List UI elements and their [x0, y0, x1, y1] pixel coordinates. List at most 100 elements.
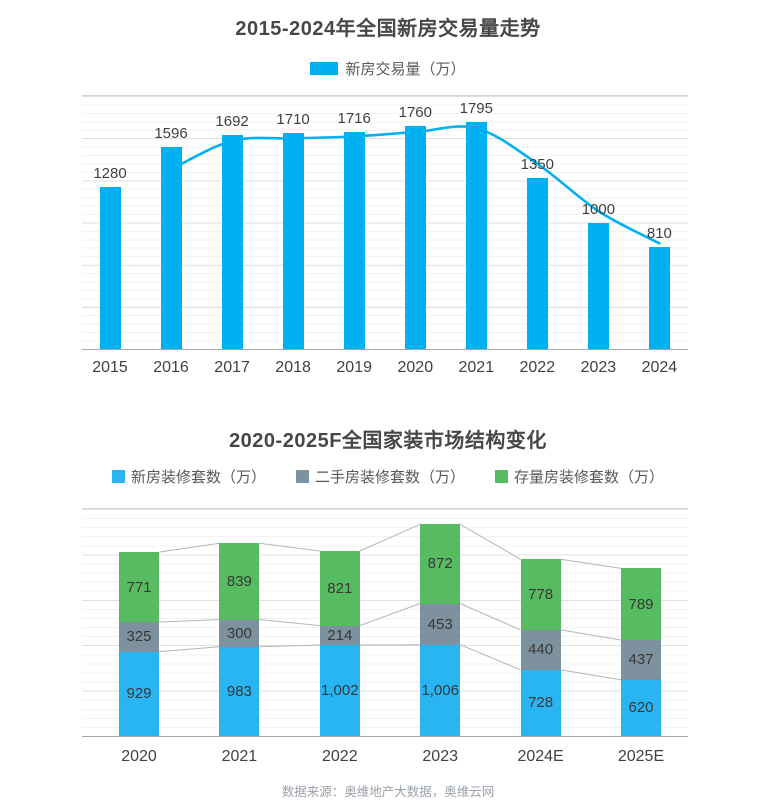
segment-value-label: 983 — [226, 682, 252, 700]
chart2-bar-2024E-segment-new-home: 728 — [520, 669, 561, 736]
chart2-bar-2025E-segment-existing-home: 789 — [621, 568, 661, 640]
chart1-tick-2024: 2024 — [641, 359, 678, 376]
segment-value-label: 437 — [628, 651, 654, 669]
chart1-bar-2022 — [526, 178, 548, 349]
chart1-bar-2024 — [648, 246, 670, 349]
chart1-bar-2020 — [404, 126, 426, 349]
chart1-title: 2015-2024年全国新房交易量走势 — [235, 18, 541, 40]
chart2-legend-swatch-new-home — [111, 470, 125, 483]
segment-value-label: 300 — [226, 624, 252, 642]
connector-line — [560, 669, 622, 681]
chart1-tick-2018: 2018 — [275, 359, 311, 376]
chart1-tick-2021: 2021 — [458, 359, 495, 376]
segment-value-label: 771 — [126, 578, 152, 596]
chart2-legend: 新房装修套数（万） 二手房装修套数（万） 存量房装修套数（万） — [0, 466, 776, 487]
chart1-legend-swatch — [310, 62, 339, 75]
chart2-tick-2024E: 2024E — [517, 748, 564, 765]
chart2-bar-2022-segment-secondhand-home: 214 — [319, 625, 360, 645]
chart1-bar-2023 — [587, 222, 609, 349]
connector-line — [259, 542, 320, 552]
chart2-bar-2021-segment-new-home: 983 — [219, 646, 260, 736]
chart1-value-label-2018: 1710 — [276, 110, 310, 128]
chart1-value-label-2016: 1596 — [154, 125, 188, 143]
segment-value-label: 839 — [226, 572, 252, 590]
chart2-bar-2025E-segment-secondhand-home: 437 — [621, 640, 661, 680]
chart2-bar-2020-segment-secondhand-home: 325 — [119, 622, 159, 652]
segment-value-label: 1,002 — [321, 682, 359, 699]
chart1-value-label-2017: 1692 — [215, 113, 249, 130]
segment-value-label: 440 — [528, 641, 554, 659]
chart1-value-label-2020: 1760 — [398, 104, 432, 122]
segment-value-label: 1,006 — [421, 681, 459, 699]
segment-value-label: 789 — [628, 595, 654, 613]
chart1-x-axis: 2015 2016 2017 2018 2019 2020 2021 2022 2023 2024 — [82, 359, 688, 379]
source-note: 数据来源：奥维地产大数据，奥维云网 — [281, 785, 495, 799]
segment-value-label: 872 — [427, 555, 453, 573]
connector-line — [560, 558, 622, 569]
chart2-bar-2020-segment-existing-home: 771 — [119, 552, 159, 623]
segment-value-label: 929 — [126, 685, 152, 703]
segment-value-label: 620 — [628, 699, 654, 717]
chart1-tick-2022: 2022 — [519, 359, 556, 376]
segment-value-label: 453 — [427, 615, 453, 633]
connector-line — [560, 629, 622, 641]
chart2-bar-2023-segment-secondhand-home: 453 — [420, 603, 461, 645]
chart2-plot: 929 325 771 983 300 839 1,002 214 821 1,006 453 872… — [82, 508, 688, 737]
chart2-legend-swatch-existing-home — [495, 470, 508, 483]
chart1-value-label-2015: 1280 — [93, 165, 127, 183]
chart1-tick-2023: 2023 — [580, 359, 617, 376]
segment-value-label: 821 — [327, 579, 353, 597]
chart1-tick-2017: 2017 — [214, 359, 250, 376]
chart2-tick-2022: 2022 — [322, 748, 358, 765]
chart1-plot: 1280 1596 1692 1710 1716 1760 1795 1350 1000 810 — [82, 95, 688, 350]
connector-line — [158, 542, 220, 553]
chart2-legend-item-existing-home: 存量房装修套数（万） — [495, 466, 664, 487]
chart2-tick-2021: 2021 — [221, 748, 258, 765]
chart1-value-label-2024: 810 — [646, 224, 672, 242]
chart1-value-label-2023: 1000 — [581, 200, 616, 218]
chart1-value-label-2021: 1795 — [459, 99, 493, 117]
chart1-bar-2018 — [282, 132, 304, 349]
chart1-legend-label: 新房交易量（万） — [345, 61, 466, 78]
chart2-bar-2020-segment-new-home: 929 — [119, 651, 159, 736]
chart1-tick-2015: 2015 — [92, 359, 128, 376]
chart1-bar-2019 — [343, 131, 365, 349]
connector-line — [259, 619, 320, 627]
chart2-x-axis: 2020 2021 2022 2023 2024E 2025E — [82, 748, 688, 768]
connector-line — [359, 523, 421, 552]
chart2-bar-2023-segment-existing-home: 872 — [420, 524, 461, 604]
chart1-bar-2021 — [465, 121, 487, 349]
chart2-legend-label-existing-home: 存量房装修套数（万） — [514, 469, 665, 486]
chart1-value-label-2019: 1716 — [337, 109, 371, 127]
chart2-tick-2023: 2023 — [422, 748, 458, 765]
chart2-legend-label-new-home: 新房装修套数（万） — [130, 469, 266, 486]
segment-value-label: 325 — [126, 628, 152, 646]
chart2-legend-item-new-home: 新房装修套数（万） — [111, 466, 266, 487]
chart2-title: 2020-2025F全国家装市场结构变化 — [229, 430, 547, 452]
chart2-bar-2021-segment-secondhand-home: 300 — [219, 619, 260, 647]
connector-line — [459, 523, 521, 560]
chart2-bar-2022-segment-existing-home: 821 — [319, 551, 360, 626]
segment-value-label: 214 — [327, 626, 353, 644]
chart2-legend-swatch-secondhand-home — [295, 470, 309, 483]
connector-line — [460, 644, 521, 671]
segment-value-label: 728 — [528, 694, 554, 712]
chart1-bar-2015 — [99, 187, 121, 349]
chart2-bar-2024E-segment-existing-home: 778 — [520, 559, 561, 630]
chart2-bar-2023-segment-new-home: 1,006 — [420, 644, 461, 736]
connector-line — [259, 644, 320, 648]
chart2-tick-2020: 2020 — [121, 748, 157, 765]
chart2-bar-2024E-segment-secondhand-home: 440 — [520, 629, 561, 670]
chart1-value-label-2022: 1350 — [520, 156, 554, 174]
chart2-tick-2025E: 2025E — [617, 748, 665, 765]
connector-line — [459, 603, 521, 631]
chart2-legend-item-secondhand-home: 二手房装修套数（万） — [295, 466, 465, 487]
chart2-bar-2022-segment-new-home: 1,002 — [319, 645, 360, 736]
chart2-bar-2021-segment-existing-home: 839 — [219, 543, 260, 620]
connector-line — [158, 619, 220, 623]
chart1-tick-2016: 2016 — [153, 359, 189, 376]
chart2-legend-label-secondhand-home: 二手房装修套数（万） — [314, 469, 465, 486]
chart1-bar-2017 — [221, 135, 243, 349]
connector-line — [158, 646, 220, 653]
